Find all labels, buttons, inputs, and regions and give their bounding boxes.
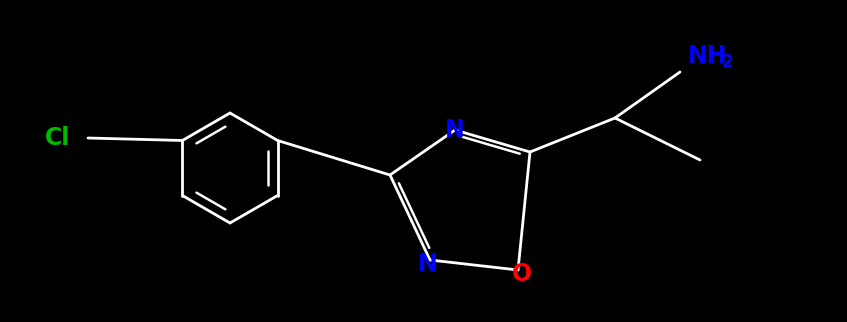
Text: 2: 2 — [722, 53, 734, 71]
Text: N: N — [446, 118, 465, 142]
Text: Cl: Cl — [45, 126, 70, 150]
Text: N: N — [418, 252, 438, 276]
Text: NH: NH — [688, 44, 728, 68]
Text: O: O — [512, 262, 532, 286]
